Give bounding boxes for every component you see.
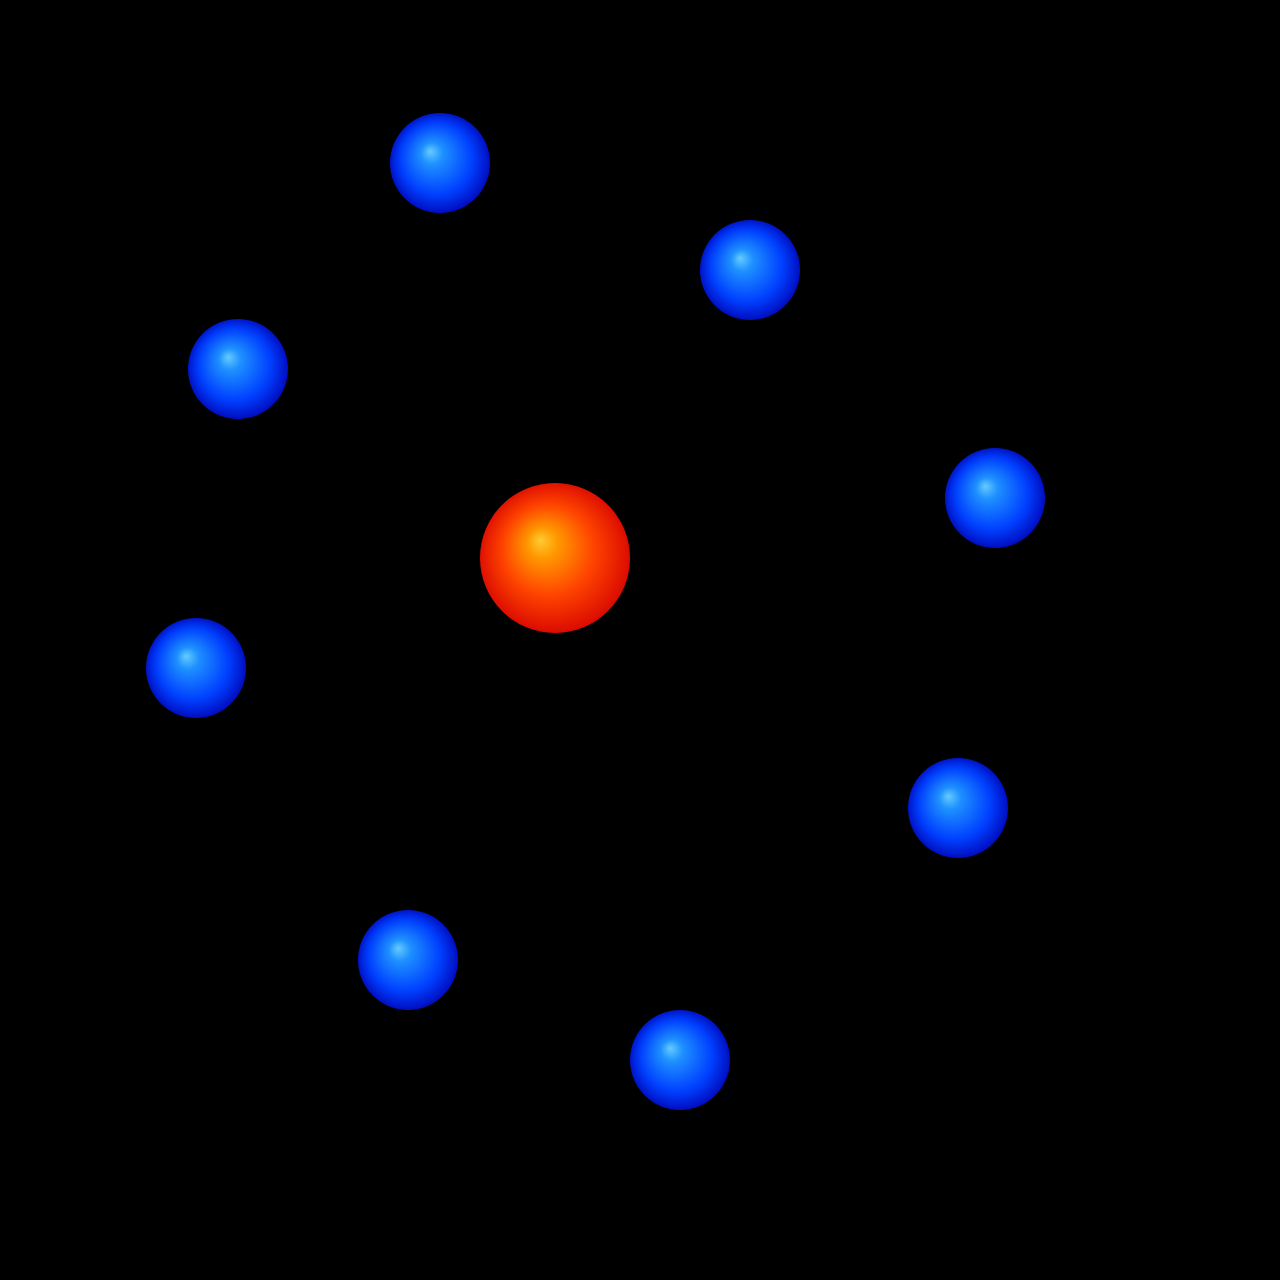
outer-node [630, 1010, 730, 1110]
diagram-svg [0, 0, 1280, 1280]
outer-node [146, 618, 246, 718]
outer-node [908, 758, 1008, 858]
outer-node [700, 220, 800, 320]
center-node [480, 483, 630, 633]
outer-node [390, 113, 490, 213]
outer-node [358, 910, 458, 1010]
atom-diagram [0, 0, 1280, 1280]
outer-node [945, 448, 1045, 548]
outer-node [188, 319, 288, 419]
